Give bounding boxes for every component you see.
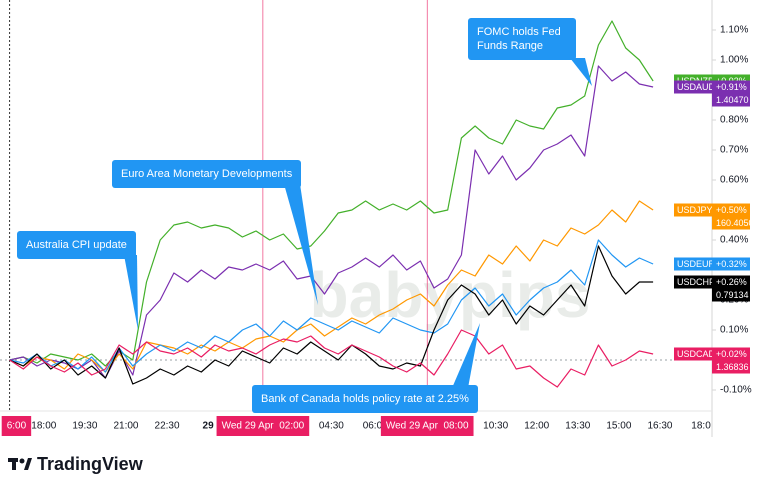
series-tag: USDCAD +0.02% 1.36836 xyxy=(674,347,750,374)
tag-name-bg xyxy=(674,347,712,361)
x-tick-label: 04:30 xyxy=(319,421,344,432)
tag-change: +0.32% xyxy=(716,259,747,269)
y-tick-label: 0.70% xyxy=(720,145,748,156)
tag-name-bg xyxy=(674,203,712,217)
x-tick: 04:30 xyxy=(319,421,344,432)
y-tick-label: 1.10% xyxy=(720,25,748,36)
x-tick-label: 22:30 xyxy=(155,421,180,432)
x-tick-label: 12:00 xyxy=(524,421,549,432)
x-tick: 13:30 xyxy=(565,421,590,432)
x-tick-label: 19:30 xyxy=(72,421,97,432)
series-line xyxy=(9,65,654,379)
x-tick-label: 13:30 xyxy=(565,421,590,432)
annotation: Euro Area Monetary Developments xyxy=(112,160,302,188)
tag-name-bg xyxy=(674,275,712,289)
y-tick-label: -0.10% xyxy=(720,385,752,396)
y-tick-label: 0.60% xyxy=(720,175,748,186)
x-tick: 6:00 xyxy=(1,416,32,436)
x-tick-label: 16:30 xyxy=(647,421,672,432)
annotation: Bank of Canada holds policy rate at 2.25… xyxy=(252,385,478,413)
tag-value-bg xyxy=(712,203,750,230)
x-tick: 10:30 xyxy=(483,421,508,432)
x-tick: 16:30 xyxy=(647,421,672,432)
x-tick-label: Wed 29 Apr 02:00 xyxy=(222,421,305,432)
x-tick: 06:0 xyxy=(363,421,383,432)
callout-pointer xyxy=(452,323,480,388)
tag-value-bg xyxy=(712,80,750,107)
tag-value-bg xyxy=(712,275,750,302)
x-tick-label: 15:00 xyxy=(606,421,631,432)
legend-label: USDEUR xyxy=(677,259,716,269)
annotation: FOMC holds Fed Funds Range xyxy=(468,18,576,60)
tag-change: +0.91% xyxy=(716,82,747,92)
tag-price: 1.40470 xyxy=(716,95,749,105)
callout-pointer xyxy=(124,255,138,330)
x-tick-label: 18:00 xyxy=(31,421,56,432)
x-tick-label: Wed 29 Apr 08:00 xyxy=(386,421,469,432)
tag-price: 1.36836 xyxy=(716,362,749,372)
x-tick-label: 6:00 xyxy=(7,421,27,432)
x-tick: 19:30 xyxy=(72,421,97,432)
logo-icon xyxy=(8,458,32,470)
series-line xyxy=(9,329,654,388)
tag-value-bg xyxy=(712,257,750,271)
x-tick-label: 06:0 xyxy=(363,421,383,432)
y-tick-label: 1.00% xyxy=(720,55,748,66)
x-tick-highlight xyxy=(380,416,474,436)
y-tick-label: 0.80% xyxy=(720,115,748,126)
tag-change: +0.26% xyxy=(716,277,747,287)
x-tick: 22:30 xyxy=(155,421,180,432)
tag-price: 160.40500 xyxy=(716,218,759,228)
series-tag: USDAUD +0.91% 1.40470 xyxy=(674,80,750,107)
logo-text: TradingView xyxy=(37,454,144,474)
callout-pointer xyxy=(570,58,592,86)
x-tick: 29 xyxy=(203,421,215,432)
legend-label: USDAUD xyxy=(677,82,716,92)
legend-label: USDCHF xyxy=(677,277,715,287)
tag-price: 0.79134 xyxy=(716,290,749,300)
tag-change: +0.50% xyxy=(716,205,747,215)
tag-name-bg xyxy=(674,80,712,94)
series-line xyxy=(9,245,654,385)
legend-label: USDCAD xyxy=(677,349,716,359)
series-tag: USDCHF +0.26% 0.79134 xyxy=(674,275,750,302)
x-tick-label: 21:00 xyxy=(113,421,138,432)
y-tick-label: 0.10% xyxy=(720,325,748,336)
x-tick: 15:00 xyxy=(606,421,631,432)
x-tick-label: 18:0 xyxy=(691,421,711,432)
tag-value-bg xyxy=(712,347,750,374)
series-tag: USDEUR +0.32% xyxy=(674,257,750,271)
tag-change: +0.02% xyxy=(716,349,747,359)
x-tick: Wed 29 Apr 08:00 xyxy=(380,416,474,436)
series-line xyxy=(9,200,654,373)
x-tick: 18:00 xyxy=(31,421,56,432)
x-tick: Wed 29 Apr 02:00 xyxy=(216,416,310,436)
x-tick-highlight xyxy=(1,416,32,436)
series-tag: USDJPY +0.50% 160.40500 xyxy=(674,203,759,230)
x-tick-label: 29 xyxy=(203,421,215,432)
tag-name-bg xyxy=(674,257,712,271)
y-tick-label: 0.40% xyxy=(720,235,748,246)
legend-label: USDJPY xyxy=(677,205,713,215)
x-tick-label: 10:30 xyxy=(483,421,508,432)
x-tick: 18:0 xyxy=(691,421,711,432)
x-tick-highlight xyxy=(216,416,310,436)
annotation: Australia CPI update xyxy=(17,231,136,259)
x-tick: 21:00 xyxy=(113,421,138,432)
callout-pointer xyxy=(284,184,318,305)
x-tick: 12:00 xyxy=(524,421,549,432)
